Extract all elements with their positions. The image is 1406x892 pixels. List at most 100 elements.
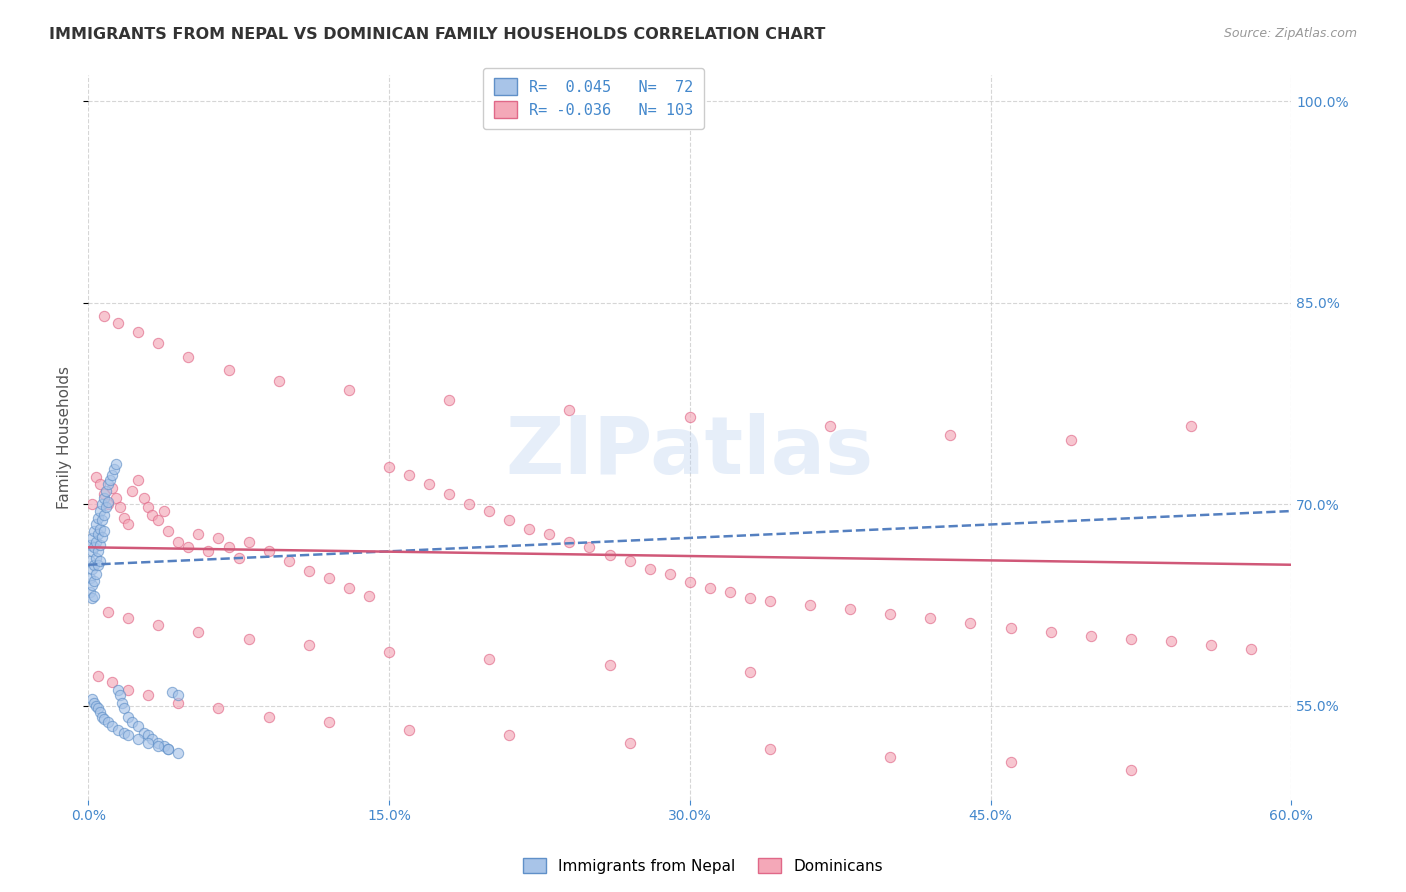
Point	[89, 706, 111, 720]
Point	[437, 486, 460, 500]
Point	[167, 746, 190, 760]
Point	[121, 714, 143, 729]
Point	[134, 491, 156, 505]
Point	[197, 544, 219, 558]
Point	[97, 494, 120, 508]
Point	[83, 574, 105, 588]
Point	[101, 674, 124, 689]
Point	[82, 531, 104, 545]
Point	[177, 541, 200, 555]
Point	[117, 728, 139, 742]
Point	[93, 310, 115, 324]
Text: IMMIGRANTS FROM NEPAL VS DOMINICAN FAMILY HOUSEHOLDS CORRELATION CHART: IMMIGRANTS FROM NEPAL VS DOMINICAN FAMIL…	[49, 27, 825, 42]
Point	[619, 736, 641, 750]
Point	[103, 462, 125, 476]
Point	[111, 696, 134, 710]
Point	[153, 504, 176, 518]
Point	[187, 624, 209, 639]
Point	[238, 535, 260, 549]
Point	[112, 510, 135, 524]
Point	[84, 551, 107, 566]
Point	[84, 517, 107, 532]
Point	[117, 682, 139, 697]
Point	[97, 497, 120, 511]
Point	[136, 500, 159, 514]
Point	[337, 383, 360, 397]
Point	[1080, 629, 1102, 643]
Point	[141, 732, 163, 747]
Point	[318, 714, 340, 729]
Point	[89, 554, 111, 568]
Point	[148, 513, 170, 527]
Point	[759, 594, 782, 608]
Point	[83, 696, 105, 710]
Point	[679, 410, 702, 425]
Text: Source: ZipAtlas.com: Source: ZipAtlas.com	[1223, 27, 1357, 40]
Point	[117, 709, 139, 723]
Point	[599, 549, 621, 563]
Point	[107, 723, 129, 737]
Point	[98, 473, 121, 487]
Point	[91, 709, 114, 723]
Y-axis label: Family Households: Family Households	[58, 366, 72, 508]
Point	[267, 374, 290, 388]
Point	[101, 719, 124, 733]
Point	[1060, 433, 1083, 447]
Point	[718, 584, 741, 599]
Point	[127, 719, 149, 733]
Point	[378, 459, 401, 474]
Point	[1039, 624, 1062, 639]
Point	[298, 565, 321, 579]
Point	[148, 336, 170, 351]
Point	[148, 736, 170, 750]
Point	[679, 575, 702, 590]
Point	[298, 638, 321, 652]
Point	[82, 497, 104, 511]
Point	[148, 739, 170, 753]
Text: ZIPatlas: ZIPatlas	[506, 413, 875, 491]
Point	[277, 554, 299, 568]
Point	[148, 618, 170, 632]
Point	[558, 535, 581, 549]
Point	[87, 510, 110, 524]
Point	[91, 530, 114, 544]
Point	[87, 527, 110, 541]
Point	[818, 419, 841, 434]
Point	[110, 688, 132, 702]
Point	[121, 483, 143, 498]
Point	[318, 571, 340, 585]
Point	[93, 491, 115, 505]
Point	[699, 581, 721, 595]
Point	[87, 558, 110, 572]
Point	[187, 527, 209, 541]
Point	[84, 535, 107, 549]
Point	[117, 611, 139, 625]
Point	[89, 521, 111, 535]
Point	[97, 605, 120, 619]
Point	[83, 589, 105, 603]
Point	[79, 538, 101, 552]
Point	[105, 457, 128, 471]
Legend: R=  0.045   N=  72, R= -0.036   N= 103: R= 0.045 N= 72, R= -0.036 N= 103	[484, 68, 704, 128]
Point	[153, 739, 176, 753]
Point	[117, 517, 139, 532]
Point	[136, 688, 159, 702]
Point	[257, 544, 280, 558]
Point	[167, 696, 190, 710]
Point	[759, 741, 782, 756]
Point	[478, 652, 501, 666]
Point	[619, 554, 641, 568]
Point	[96, 483, 118, 498]
Point	[87, 669, 110, 683]
Point	[87, 701, 110, 715]
Point	[87, 544, 110, 558]
Point	[84, 567, 107, 582]
Point	[79, 571, 101, 585]
Point	[82, 591, 104, 606]
Point	[558, 403, 581, 417]
Point	[97, 714, 120, 729]
Point	[398, 723, 420, 737]
Point	[378, 645, 401, 659]
Point	[127, 326, 149, 340]
Point	[83, 558, 105, 572]
